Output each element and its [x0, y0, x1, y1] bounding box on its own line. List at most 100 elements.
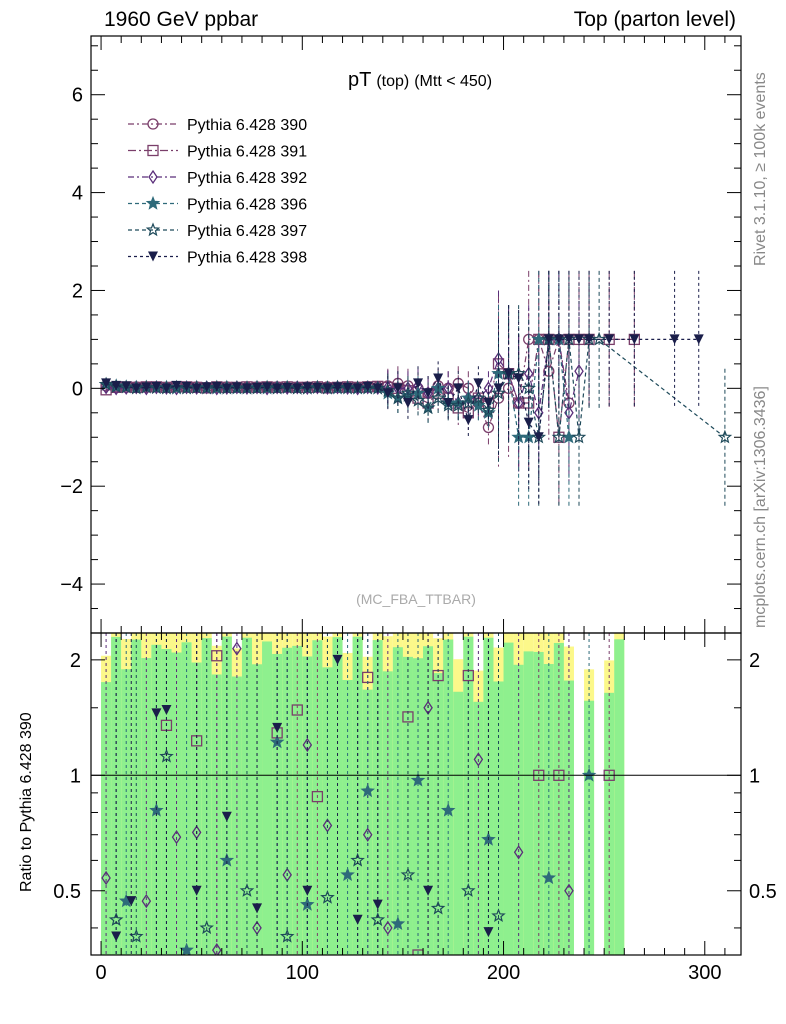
legend-marker [148, 169, 158, 185]
data-point [392, 383, 403, 394]
ratio-point [199, 920, 214, 935]
data-point [491, 385, 506, 400]
data-point [121, 381, 132, 392]
data-point [433, 373, 444, 384]
ratio-point [340, 867, 355, 882]
main-y-tick-label: 6 [72, 85, 83, 107]
header-left-label: 1960 GeV ppbar [104, 8, 259, 31]
legend-marker [145, 222, 161, 237]
main-y-tick-label: −4 [60, 574, 83, 596]
legend-label: Pythia 6.428 390 [187, 117, 307, 134]
legend-item: Pythia 6.428 398 [128, 250, 307, 267]
ratio-band-inner [262, 641, 273, 955]
legend-label: Pythia 6.428 391 [187, 144, 307, 161]
x-tick-label: 0 [95, 962, 106, 984]
main-series-group [98, 270, 733, 506]
data-point [669, 334, 680, 345]
ratio-band-inner [292, 645, 303, 955]
ratio-point [151, 708, 162, 719]
ratio-point [400, 867, 416, 882]
x-tick-label: 100 [286, 962, 319, 984]
data-point [211, 381, 222, 392]
ratio-band-inner [342, 679, 353, 955]
ratio-point [179, 942, 194, 955]
ratio-point [541, 870, 557, 885]
ratio-point [491, 908, 506, 923]
data-point [693, 334, 704, 345]
header-right-label: Top (parton level) [573, 8, 736, 31]
legend-label: Pythia 6.428 392 [187, 170, 307, 187]
data-point [553, 334, 564, 345]
x-tick-label: 200 [487, 962, 520, 984]
legend-marker [145, 195, 161, 210]
ratio-plot-area [101, 633, 615, 955]
data-point [322, 383, 333, 394]
ratio-band-inner [553, 642, 564, 955]
legend-item: Pythia 6.428 396 [128, 195, 307, 214]
data-point [372, 383, 383, 394]
ratio-y-tick-label-right: 2 [749, 650, 760, 672]
ratio-point [581, 767, 597, 782]
ratio-band-inner [604, 692, 615, 955]
ratio-point [410, 772, 426, 787]
data-point [430, 390, 446, 405]
ratio-point [101, 870, 111, 886]
data-point [400, 385, 416, 400]
legend-marker [148, 251, 158, 262]
data-point [563, 334, 574, 345]
data-point [473, 378, 484, 389]
ratio-band-inner [493, 681, 504, 955]
ratio-y-tick-label: 0.5 [53, 881, 81, 903]
analysis-watermark: (MC_FBA_TTBAR) [356, 591, 476, 607]
ratio-y-tick-label-right: 0.5 [749, 881, 777, 903]
legend-label: Pythia 6.428 398 [187, 250, 307, 267]
ratio-y-tick-label: 2 [70, 650, 81, 672]
ratio-point [483, 927, 494, 938]
ratio-point [513, 845, 524, 860]
data-point [513, 373, 524, 384]
main-y-tick-label: −2 [60, 476, 83, 498]
ratio-point [129, 928, 144, 943]
data-point [574, 334, 585, 345]
data-point [382, 388, 393, 399]
data-point [352, 383, 363, 394]
data-point [543, 334, 554, 345]
ratio-point [362, 827, 373, 842]
data-point [533, 432, 544, 443]
ratio-point [360, 783, 375, 798]
data-point [241, 383, 252, 394]
legend-item: Pythia 6.428 391 [128, 144, 307, 161]
ratio-point [461, 883, 476, 897]
data-point [402, 398, 413, 409]
data-point [111, 380, 122, 391]
ratio-point [252, 903, 263, 914]
ratio-point [302, 737, 313, 753]
ratio-band-inner [523, 651, 534, 955]
title-sub1: (top) [376, 73, 409, 90]
data-point [584, 334, 595, 345]
data-point [410, 392, 426, 407]
legend: Pythia 6.428 390 Pythia 6.428 391 Pythia 6… [128, 117, 307, 267]
data-point [390, 390, 406, 405]
ratio-band-inner [272, 653, 283, 955]
ratio-point [239, 883, 255, 897]
data-point [342, 382, 353, 393]
ratio-point [390, 916, 406, 931]
data-point [717, 429, 733, 444]
ratio-band-inner [302, 656, 313, 955]
ratio-frame [90, 632, 742, 956]
legend-marker [147, 144, 159, 157]
ratio-point [302, 885, 313, 896]
ratio-band-inner [423, 646, 434, 955]
ratio-point [473, 752, 484, 767]
ratio-band-inner [453, 691, 464, 955]
ratio-point [564, 883, 574, 898]
main-title: pT (top) (Mtt < 450) [348, 69, 492, 91]
ratio-band-inner [101, 682, 112, 955]
data-point [282, 382, 293, 393]
ratio-point [332, 654, 343, 665]
data-point [231, 382, 242, 393]
ratio-point [383, 920, 393, 936]
main-plot-area [98, 270, 733, 506]
